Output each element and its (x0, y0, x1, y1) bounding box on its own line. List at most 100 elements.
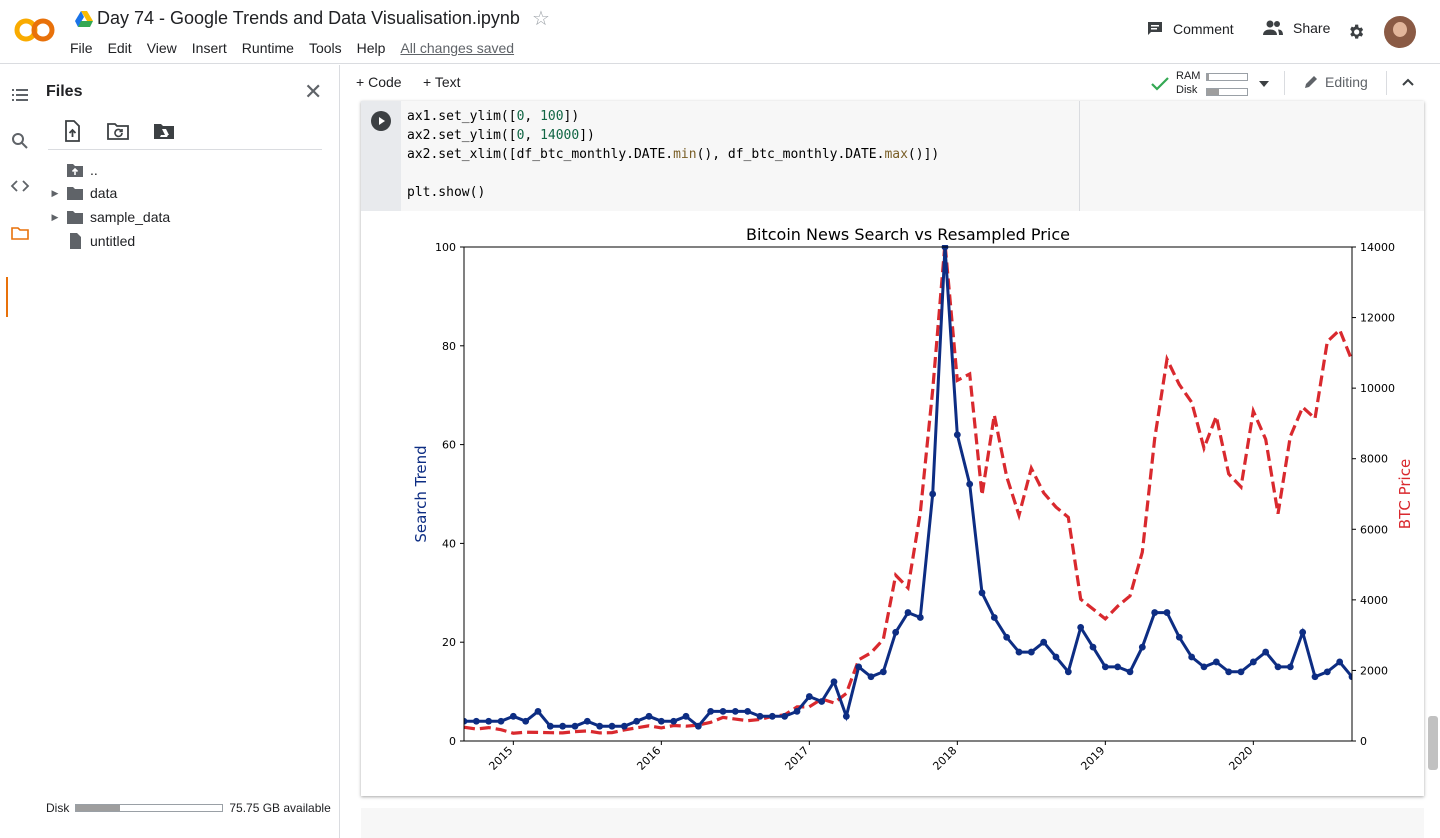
menu-insert[interactable]: Insert (191, 40, 227, 56)
divider (48, 149, 322, 150)
search-trend-point (830, 678, 838, 686)
add-text-button[interactable]: + Text (423, 74, 461, 90)
files-panel: Files ✕ .. ▶ data ▶ (38, 65, 340, 838)
add-text-label: Text (434, 74, 461, 90)
x-tick-label: 2019 (1078, 744, 1107, 773)
comment-button[interactable]: Comment (1146, 20, 1234, 38)
editing-mode-button[interactable]: Editing (1303, 74, 1368, 90)
search-trend-point (904, 609, 912, 616)
search-trend-point (1311, 673, 1319, 681)
menu-file[interactable]: File (70, 40, 93, 56)
star-icon[interactable]: ☆ (532, 8, 550, 30)
pencil-icon (1305, 76, 1317, 88)
code-editor[interactable]: ax1.set_ylim([0, 100]) ax2.set_ylim([0, … (401, 101, 1079, 211)
search-trend-point (879, 668, 887, 676)
notebook-title[interactable]: Day 74 - Google Trends and Data Visualis… (97, 8, 520, 28)
chevron-up-icon[interactable] (1402, 78, 1414, 86)
colab-logo-icon[interactable] (14, 16, 56, 44)
search-trend-point (1336, 658, 1344, 666)
caret-down-icon[interactable] (1259, 81, 1269, 87)
folder-icon[interactable] (10, 223, 30, 243)
left-tick-label: 80 (442, 340, 456, 353)
left-rail (0, 65, 38, 838)
avatar[interactable] (1384, 16, 1416, 48)
code-line: plt.show() (407, 185, 486, 200)
tree-item-label: untitled (90, 233, 136, 249)
left-tick-label: 60 (442, 439, 456, 452)
search-trend-point (1237, 668, 1245, 676)
left-tick-label: 0 (449, 735, 456, 748)
divider (1386, 71, 1387, 95)
menu-help[interactable]: Help (356, 40, 386, 56)
search-trend-point (1101, 663, 1109, 671)
save-status-link[interactable]: All changes saved (400, 40, 515, 56)
x-tick-label: 2017 (782, 744, 811, 773)
search-trend-point (768, 712, 776, 720)
expand-arrow-icon[interactable]: ▶ (51, 211, 59, 222)
search-trend-point (966, 480, 974, 488)
search-trend-point (509, 712, 517, 720)
search-trend-point (719, 707, 727, 715)
disk-available-text: 75.75 GB available (229, 801, 331, 815)
right-tick-label: 2000 (1360, 664, 1388, 677)
code-line: ax2.set_xlim([df_btc_monthly.DATE.min(),… (407, 147, 940, 162)
add-code-label: Code (368, 74, 402, 90)
code-snippets-icon[interactable] (10, 176, 30, 196)
add-code-button[interactable]: + Code (356, 74, 402, 90)
editing-label: Editing (1325, 74, 1368, 90)
search-trend-point (1003, 633, 1011, 641)
search-trend-point (534, 707, 542, 715)
right-tick-label: 4000 (1360, 594, 1388, 607)
search-trend-point (546, 722, 554, 730)
gear-icon[interactable] (1347, 23, 1365, 41)
menu-runtime[interactable]: Runtime (241, 40, 294, 56)
search-trend-point (793, 707, 801, 715)
tree-item-data[interactable]: ▶ data (48, 182, 118, 204)
table-of-contents-icon[interactable] (10, 85, 30, 105)
search-trend-point (670, 717, 678, 725)
search-trend-point (1249, 658, 1257, 666)
menu-bar: File Edit View Insert Runtime Tools Help… (70, 40, 529, 56)
tree-item-parent[interactable]: .. (48, 159, 98, 181)
search-trend-point (1077, 623, 1085, 631)
share-button[interactable]: Share (1262, 20, 1330, 36)
tree-item-label: .. (90, 162, 98, 178)
search-trend-point (657, 717, 665, 725)
search-trend-point (1200, 663, 1208, 671)
search-trend-point (571, 722, 579, 730)
run-cell-button[interactable] (371, 111, 391, 131)
search-trend-point (485, 717, 493, 725)
cell-gutter (361, 101, 401, 211)
expand-arrow-icon[interactable]: ▶ (51, 187, 59, 198)
google-drive-icon[interactable] (75, 11, 93, 27)
divider (1284, 71, 1285, 95)
left-tick-label: 20 (442, 636, 456, 649)
upload-file-icon[interactable] (60, 119, 84, 143)
tree-item-untitled[interactable]: untitled (48, 230, 135, 252)
tree-item-sample-data[interactable]: ▶ sample_data (48, 206, 171, 228)
refresh-folder-icon[interactable] (106, 119, 130, 143)
disk-usage-fill (76, 805, 121, 811)
scrollbar[interactable] (1428, 716, 1438, 770)
search-trend-point (596, 722, 604, 730)
btc-price-line (464, 245, 1352, 735)
right-tick-label: 8000 (1360, 453, 1388, 466)
mount-drive-icon[interactable] (152, 119, 176, 143)
menu-view[interactable]: View (146, 40, 177, 56)
menu-tools[interactable]: Tools (308, 40, 342, 56)
code-line (407, 164, 1073, 183)
disk-usage-bar (75, 804, 224, 812)
close-icon[interactable]: ✕ (304, 79, 323, 104)
right-axis-label: BTC Price (1396, 459, 1414, 529)
search-icon[interactable] (10, 131, 30, 151)
next-cell[interactable] (361, 808, 1424, 838)
folder-up-icon (67, 164, 83, 177)
search-trend-point (1348, 673, 1352, 681)
menu-edit[interactable]: Edit (107, 40, 132, 56)
search-trend-point (892, 628, 900, 636)
search-trend-point (929, 490, 937, 498)
right-tick-label: 6000 (1360, 523, 1388, 536)
search-trend-point (682, 712, 690, 720)
resources-indicator[interactable]: RAM Disk (1149, 69, 1269, 97)
search-trend-point (941, 245, 949, 251)
